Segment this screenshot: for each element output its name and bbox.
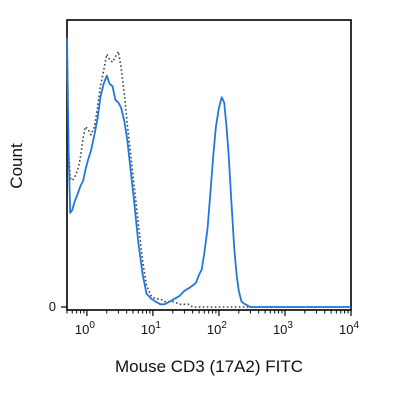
control-histogram-line bbox=[66, 37, 351, 308]
x-tick-label: 102 bbox=[207, 320, 227, 337]
y-tick-label: 0 bbox=[49, 299, 56, 314]
x-tick-label: 103 bbox=[273, 320, 293, 337]
x-tick-label: 100 bbox=[75, 320, 95, 337]
y-axis-ticks: 0 bbox=[49, 299, 67, 314]
x-axis-ticks: 100 101 102 103 104 bbox=[66, 310, 359, 337]
x-axis-title: Mouse CD3 (17A2) FITC bbox=[115, 357, 303, 376]
series-layer bbox=[66, 37, 351, 308]
stained-histogram-line bbox=[66, 37, 351, 308]
plot-frame bbox=[66, 19, 352, 311]
y-axis-title: Count bbox=[7, 143, 26, 189]
x-tick-label: 104 bbox=[339, 320, 359, 337]
x-tick-label: 101 bbox=[141, 320, 161, 337]
